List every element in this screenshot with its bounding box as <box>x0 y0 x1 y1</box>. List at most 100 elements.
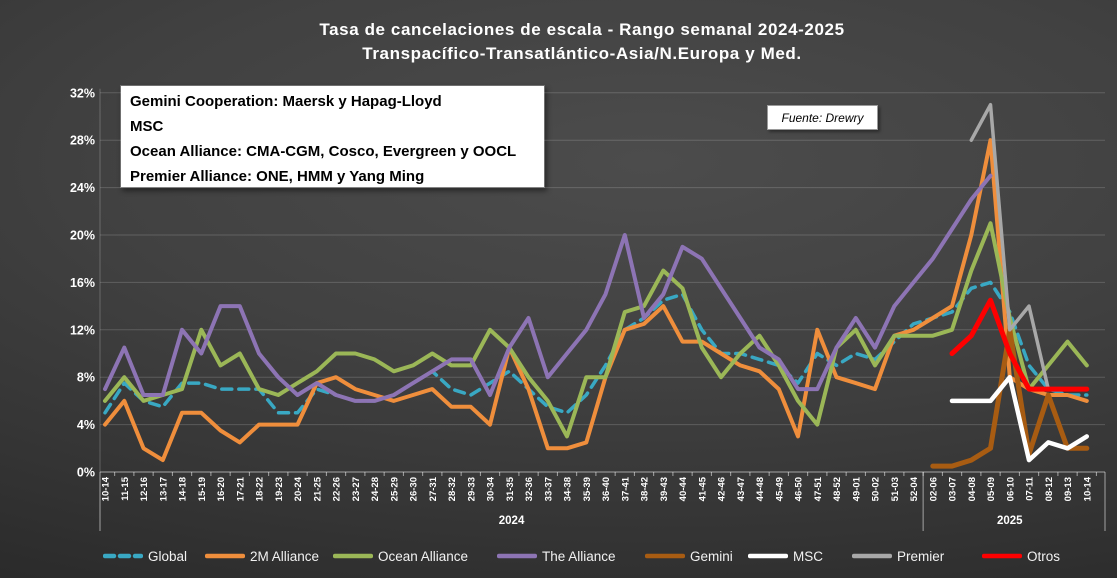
legend-item-msc: MSC <box>748 545 823 567</box>
x-tick-label-11: 21-25 <box>312 476 323 501</box>
x-tick-label-20: 30-34 <box>486 476 497 501</box>
info-line-premier: Premier Alliance: ONE, HMM y Yang Ming <box>130 168 425 185</box>
series-line-otros <box>949 297 1090 392</box>
x-tick-label-27: 37-41 <box>620 476 631 501</box>
legend-item-global: Global <box>103 545 187 567</box>
y-tick-label-24: 24% <box>70 181 95 195</box>
x-tick-label-48: 07-11 <box>1025 476 1036 500</box>
legend-label-global: Global <box>148 548 188 564</box>
chart-title-line1: Tasa de cancelaciones de escala - Rango … <box>319 20 845 39</box>
x-tick-label-38: 48-52 <box>832 477 843 501</box>
x-tick-label-51: 10-14 <box>1082 476 1093 501</box>
chart-title-line2: Transpacífico-Transatlántico-Asia/N.Euro… <box>362 44 802 63</box>
x-tick-label-41: 51-03 <box>890 477 901 501</box>
legend-item-ocean-alliance: Ocean Alliance <box>333 545 468 567</box>
y-tick-label-16: 16% <box>70 276 95 290</box>
x-tick-label-34: 44-48 <box>755 477 766 501</box>
legend-label-2m-alliance: 2M Alliance <box>250 548 320 564</box>
x-tick-label-19: 29-33 <box>466 477 477 501</box>
series-line-ocean-alliance <box>103 221 1089 439</box>
x-tick-label-31: 41-45 <box>697 476 708 501</box>
x-tick-label-16: 26-30 <box>409 477 420 501</box>
year-label-2024: 2024 <box>499 515 525 527</box>
legend-label-otros: Otros <box>1027 548 1061 564</box>
y-tick-label-32: 32% <box>70 86 95 100</box>
x-tick-label-0: 10-14 <box>101 476 112 501</box>
x-tick-label-10: 20-24 <box>293 476 304 501</box>
legend-item-2m-alliance: 2M Alliance <box>205 545 319 567</box>
x-tick-label-39: 49-01 <box>851 476 862 501</box>
alliance-info-box: Gemini Cooperation: Maersk y Hapag-Lloyd… <box>120 85 545 188</box>
legend-item-gemini: Gemini <box>645 545 733 567</box>
x-tick-label-40: 50-02 <box>871 477 882 501</box>
series-line-msc <box>949 374 1090 463</box>
x-tick-label-45: 04-08 <box>967 477 978 501</box>
x-tick-label-47: 06-10 <box>1005 477 1016 501</box>
legend-swatch-global <box>103 553 143 559</box>
year-label-2025: 2025 <box>997 515 1023 527</box>
info-line-ocean: Ocean Alliance: CMA-CGM, Cosco, Evergree… <box>130 143 517 160</box>
x-tick-label-44: 03-07 <box>948 477 959 501</box>
x-tick-label-33: 43-47 <box>736 477 747 501</box>
x-tick-label-35: 45-49 <box>774 477 785 501</box>
legend-swatch-ocean-alliance <box>333 553 373 559</box>
legend-swatch-premier <box>852 553 892 559</box>
y-tick-label-20: 20% <box>70 229 95 243</box>
info-line-msc: MSC <box>130 118 164 135</box>
source-text: Fuente: Drewry <box>781 110 864 125</box>
y-tick-label-0: 0% <box>77 466 95 480</box>
legend-label-the-alliance: The Alliance <box>542 548 616 564</box>
x-tick-label-12: 22-26 <box>332 477 343 501</box>
x-tick-label-7: 17-21 <box>235 476 246 501</box>
legend-item-otros: Otros <box>982 545 1060 567</box>
legend-item-the-alliance: The Alliance <box>497 545 616 567</box>
x-tick-label-17: 27-31 <box>428 476 439 501</box>
x-tick-label-6: 16-20 <box>216 477 227 501</box>
x-tick-label-13: 23-27 <box>351 477 362 501</box>
x-tick-label-2: 12-16 <box>139 477 150 501</box>
x-tick-label-21: 31-35 <box>505 476 516 501</box>
x-tick-label-26: 36-40 <box>601 477 612 501</box>
x-tick-label-24: 34-38 <box>563 477 574 501</box>
legend-label-gemini: Gemini <box>690 548 733 564</box>
series-line-global <box>103 280 1089 415</box>
info-line-gemini: Gemini Cooperation: Maersk y Hapag-Lloyd <box>130 93 442 110</box>
x-tick-label-25: 35-39 <box>582 477 593 501</box>
source-box: Fuente: Drewry <box>767 105 878 130</box>
series-line-premier <box>969 102 1051 391</box>
series-line-the-alliance <box>103 173 993 403</box>
x-tick-label-5: 15-19 <box>197 477 208 501</box>
legend-label-ocean-alliance: Ocean Alliance <box>378 548 469 564</box>
legend-swatch-the-alliance <box>497 553 537 559</box>
legend-swatch-otros <box>982 553 1022 559</box>
y-tick-label-28: 28% <box>70 134 95 148</box>
legend-swatch-2m-alliance <box>205 553 245 559</box>
y-tick-label-4: 4% <box>77 418 95 432</box>
legend-label-premier: Premier <box>897 548 945 564</box>
x-tick-label-36: 46-50 <box>794 477 805 501</box>
x-tick-label-29: 39-43 <box>659 477 670 501</box>
x-tick-label-46: 05-09 <box>986 477 997 501</box>
x-tick-label-49: 08-12 <box>1044 477 1055 501</box>
x-tick-label-42: 52-04 <box>909 476 920 501</box>
x-tick-label-14: 24-28 <box>370 477 381 501</box>
x-tick-label-30: 40-44 <box>678 476 689 501</box>
legend-swatch-msc <box>748 553 788 559</box>
x-tick-label-43: 02-06 <box>928 477 939 501</box>
legend-label-msc: MSC <box>793 548 823 564</box>
x-tick-label-4: 14-18 <box>178 477 189 501</box>
x-tick-label-1: 11-15 <box>120 476 131 500</box>
x-tick-label-3: 13-17 <box>158 477 169 501</box>
x-tick-label-8: 18-22 <box>255 477 266 501</box>
x-tick-label-28: 38-42 <box>640 477 651 501</box>
x-tick-label-15: 25-29 <box>389 477 400 501</box>
legend-swatch-gemini <box>645 553 685 559</box>
legend-item-premier: Premier <box>852 545 944 567</box>
x-tick-label-22: 32-36 <box>524 477 535 501</box>
x-tick-label-9: 19-23 <box>274 477 285 501</box>
x-tick-label-37: 47-51 <box>813 476 824 501</box>
x-tick-label-50: 09-13 <box>1063 477 1074 501</box>
x-tick-label-32: 42-46 <box>717 477 728 501</box>
